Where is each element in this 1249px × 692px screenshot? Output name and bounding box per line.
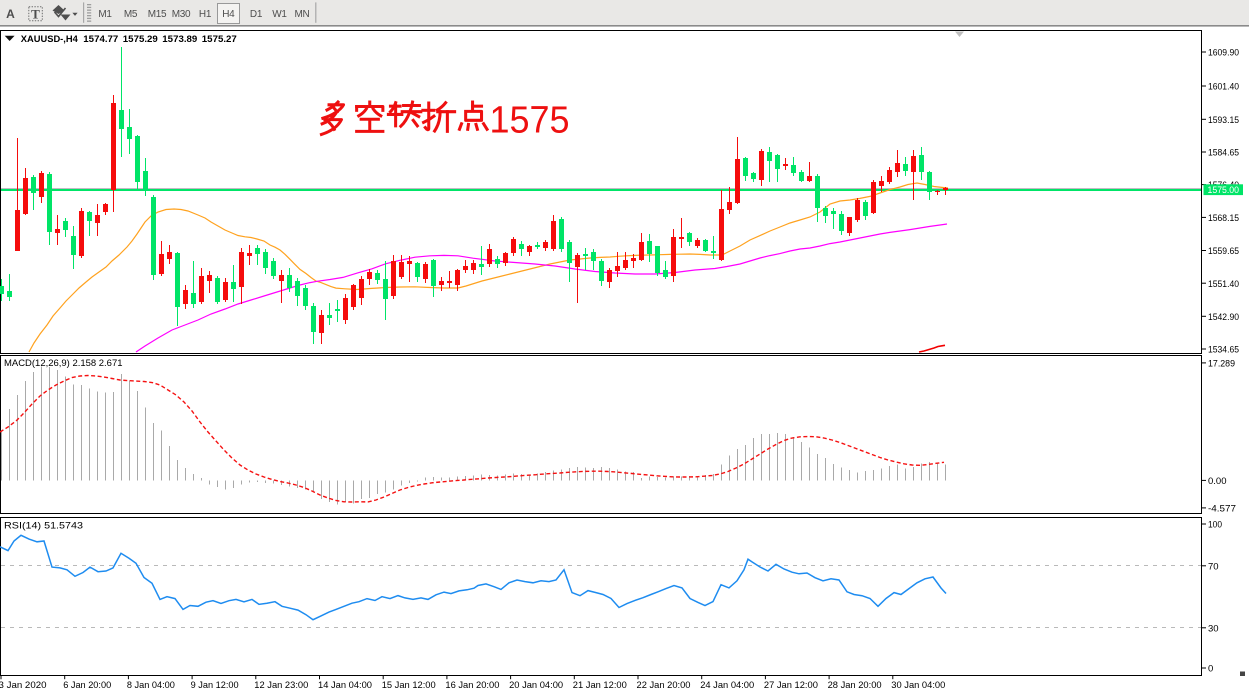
svg-text:12 Jan 23:00: 12 Jan 23:00 bbox=[254, 680, 308, 691]
svg-text:M5: M5 bbox=[124, 9, 138, 20]
svg-text:1575: 1575 bbox=[490, 100, 570, 142]
svg-text:100: 100 bbox=[1208, 520, 1222, 531]
svg-text:1593.15: 1593.15 bbox=[1208, 115, 1239, 126]
svg-text:M30: M30 bbox=[172, 9, 191, 20]
svg-text:22 Jan 20:00: 22 Jan 20:00 bbox=[637, 680, 691, 691]
svg-text:9 Jan 12:00: 9 Jan 12:00 bbox=[191, 680, 239, 691]
svg-text:21 Jan 12:00: 21 Jan 12:00 bbox=[573, 680, 627, 691]
svg-text:W1: W1 bbox=[272, 9, 287, 20]
svg-text:RSI(14) 51.5743: RSI(14) 51.5743 bbox=[4, 521, 83, 532]
svg-text:1575.27: 1575.27 bbox=[202, 34, 237, 45]
svg-text:0.00: 0.00 bbox=[1208, 476, 1227, 487]
svg-text:XAUUSD-,H4: XAUUSD-,H4 bbox=[21, 34, 79, 45]
svg-text:D1: D1 bbox=[250, 9, 263, 20]
svg-text:1534.65: 1534.65 bbox=[1208, 345, 1239, 356]
svg-text:1575.00: 1575.00 bbox=[1208, 185, 1240, 196]
svg-text:1574.77: 1574.77 bbox=[83, 34, 118, 45]
svg-text:8 Jan 04:00: 8 Jan 04:00 bbox=[127, 680, 175, 691]
svg-text:20 Jan 04:00: 20 Jan 04:00 bbox=[509, 680, 563, 691]
svg-text:H4: H4 bbox=[222, 9, 235, 20]
svg-text:3 Jan 2020: 3 Jan 2020 bbox=[0, 680, 47, 691]
svg-text:M15: M15 bbox=[148, 9, 167, 20]
svg-text:1542.90: 1542.90 bbox=[1208, 312, 1239, 323]
svg-text:A: A bbox=[6, 7, 15, 21]
svg-text:16 Jan 20:00: 16 Jan 20:00 bbox=[445, 680, 499, 691]
svg-text:1609.90: 1609.90 bbox=[1208, 48, 1239, 59]
svg-text:-4.577: -4.577 bbox=[1208, 504, 1236, 515]
svg-text:14 Jan 04:00: 14 Jan 04:00 bbox=[318, 680, 372, 691]
svg-text:T: T bbox=[31, 6, 40, 21]
svg-text:30: 30 bbox=[1208, 623, 1219, 634]
svg-text:30 Jan 04:00: 30 Jan 04:00 bbox=[891, 680, 945, 691]
svg-text:27 Jan 12:00: 27 Jan 12:00 bbox=[764, 680, 818, 691]
svg-text:15 Jan 12:00: 15 Jan 12:00 bbox=[382, 680, 436, 691]
svg-text:MN: MN bbox=[295, 9, 310, 20]
svg-text:M1: M1 bbox=[98, 9, 112, 20]
svg-text:1551.40: 1551.40 bbox=[1208, 279, 1239, 290]
svg-text:1573.89: 1573.89 bbox=[162, 34, 197, 45]
svg-text:1584.65: 1584.65 bbox=[1208, 148, 1239, 159]
svg-text:H1: H1 bbox=[199, 9, 212, 20]
svg-text:1568.15: 1568.15 bbox=[1208, 213, 1239, 224]
svg-text:MACD(12,26,9) 2.158 2.671: MACD(12,26,9) 2.158 2.671 bbox=[4, 358, 123, 369]
svg-text:6 Jan 20:00: 6 Jan 20:00 bbox=[63, 680, 111, 691]
svg-text:0: 0 bbox=[1208, 664, 1213, 675]
svg-text:28 Jan 20:00: 28 Jan 20:00 bbox=[828, 680, 882, 691]
svg-text:17.289: 17.289 bbox=[1208, 359, 1235, 370]
svg-text:1559.65: 1559.65 bbox=[1208, 246, 1239, 257]
svg-text:1575.29: 1575.29 bbox=[123, 34, 158, 45]
svg-text:24 Jan 04:00: 24 Jan 04:00 bbox=[700, 680, 754, 691]
svg-text:1601.40: 1601.40 bbox=[1208, 82, 1239, 93]
svg-text:70: 70 bbox=[1208, 561, 1219, 572]
